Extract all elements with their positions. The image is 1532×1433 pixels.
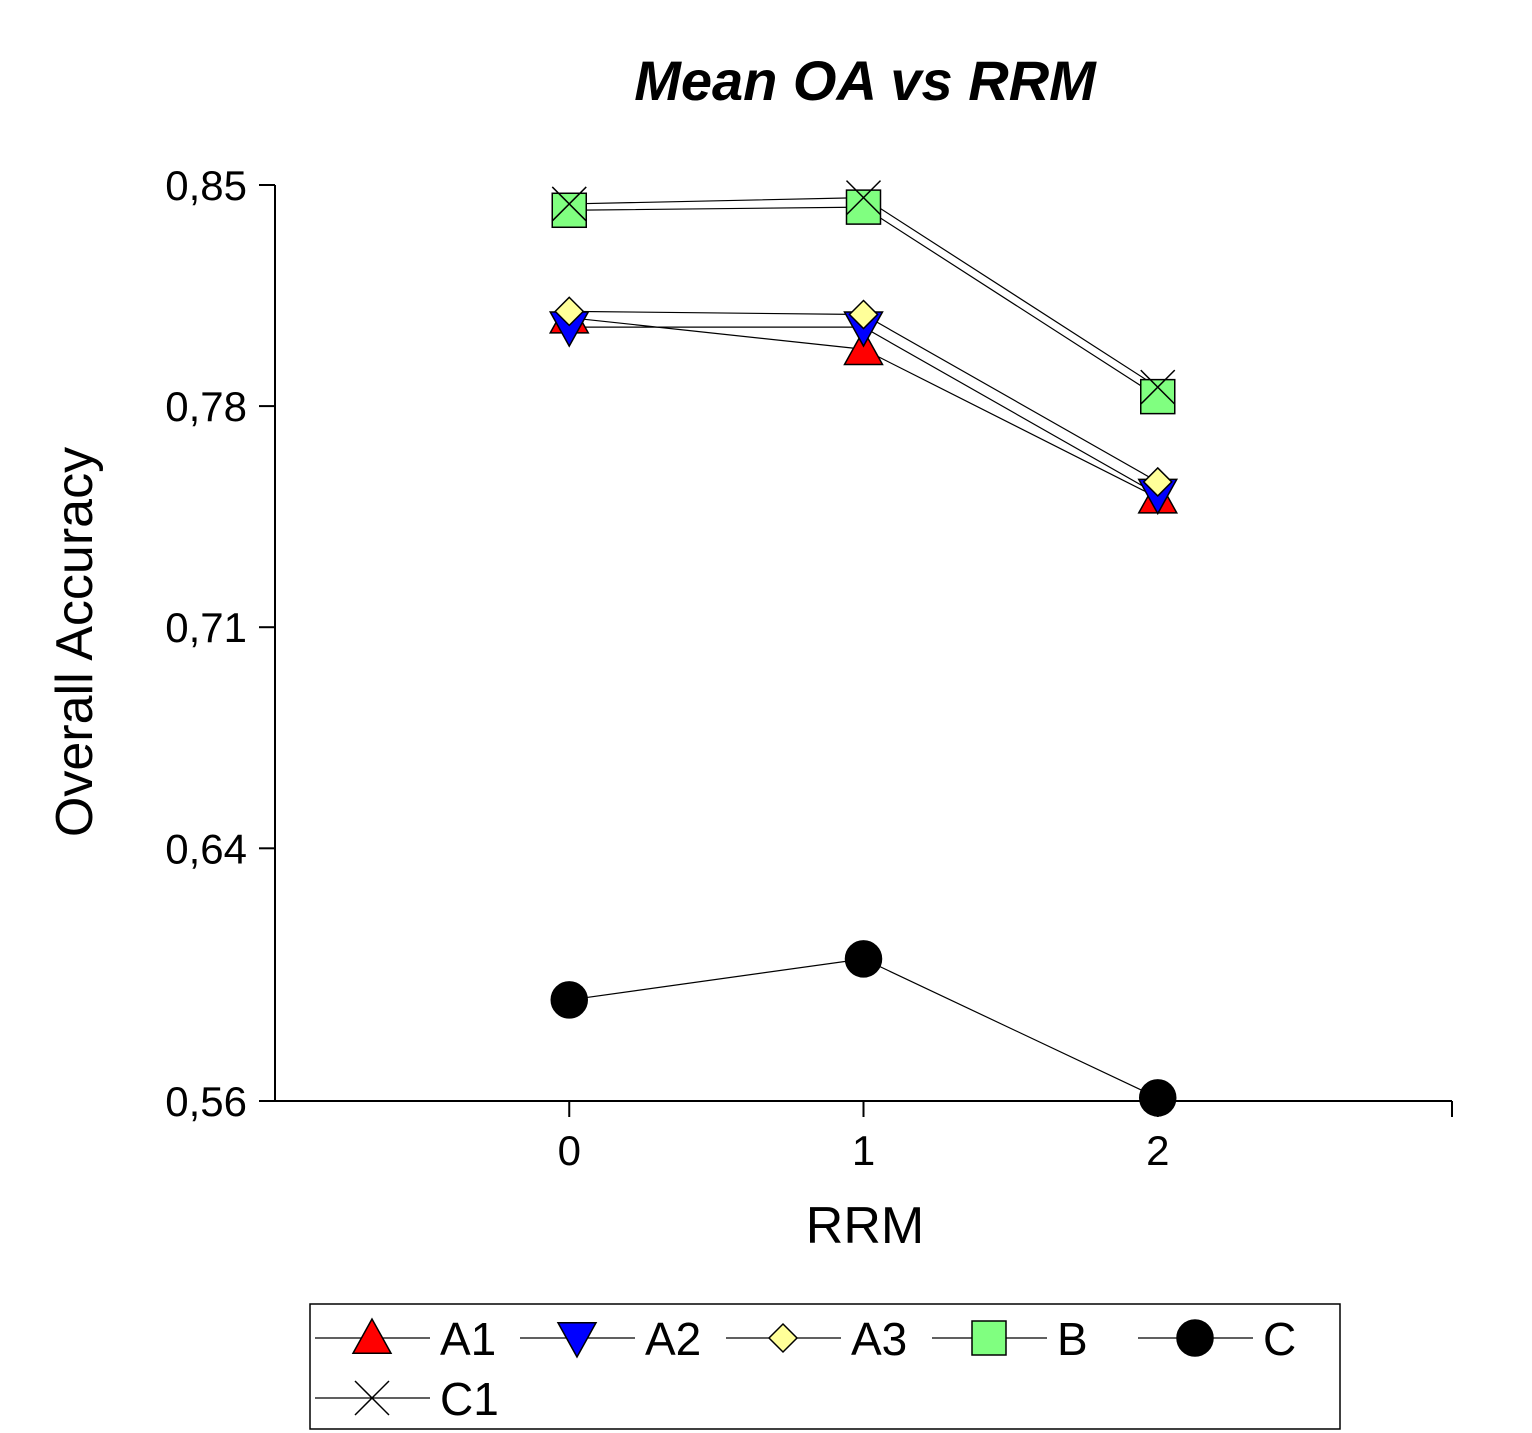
x-tick-label: 1 <box>852 1127 875 1174</box>
data-point-a3 <box>848 299 879 330</box>
legend-item-a1: A1 <box>315 1313 496 1365</box>
data-point-c1 <box>1140 369 1176 405</box>
data-point-c <box>1139 1079 1177 1117</box>
legend-marker-c <box>1176 1319 1214 1357</box>
legend-box <box>309 1303 1341 1430</box>
legend-item-c1: C1 <box>315 1373 499 1425</box>
legend-label: A3 <box>851 1313 907 1365</box>
legend-item-a3: A3 <box>726 1313 907 1365</box>
y-tick-label: 0,85 <box>165 162 247 209</box>
y-axis-ticks: 0,56 0,64 0,71 0,78 0,85 <box>165 162 275 1125</box>
data-point-b <box>551 192 587 229</box>
data-point-a3 <box>1142 466 1173 497</box>
series-line-c <box>569 958 1159 1099</box>
legend-marker-c1 <box>354 1380 390 1416</box>
y-tick-label: 0,56 <box>165 1078 247 1125</box>
y-tick-label: 0,78 <box>165 383 247 430</box>
y-tick-label: 0,71 <box>165 604 247 651</box>
legend-item-c: C <box>1138 1313 1296 1365</box>
legend-marker-a2 <box>556 1322 598 1359</box>
data-point-c1 <box>845 180 882 216</box>
legend-marker-a3 <box>767 1322 799 1354</box>
y-tick-label: 0,64 <box>165 825 247 872</box>
series-markers <box>548 180 1179 1117</box>
legend-marker-b <box>971 1320 1007 1356</box>
data-point-b <box>845 189 882 225</box>
data-point-c1 <box>551 186 587 222</box>
legend-label: A1 <box>440 1313 496 1365</box>
chart-title: Mean OA vs RRM <box>634 49 1097 112</box>
legend-item-b: B <box>932 1313 1088 1365</box>
legend-item-a2: A2 <box>520 1313 701 1365</box>
legend-label: C <box>1263 1313 1296 1365</box>
legend-label: A2 <box>645 1313 701 1365</box>
legend-label: C1 <box>440 1373 499 1425</box>
data-point-b <box>1140 378 1176 415</box>
x-axis-label: RRM <box>806 1197 924 1255</box>
data-point-c <box>550 981 588 1019</box>
x-tick-label: 2 <box>1146 1127 1169 1174</box>
legend-label: B <box>1057 1313 1088 1365</box>
legend: A1 A2 A3 B C C1 <box>309 1303 1341 1430</box>
series-layer <box>548 180 1179 1117</box>
y-axis-label: Overall Accuracy <box>46 447 104 837</box>
legend-marker-a1 <box>351 1317 393 1354</box>
data-point-c <box>844 940 883 978</box>
x-tick-label: 0 <box>558 1127 581 1174</box>
x-axis-ticks: 0 1 2 <box>558 1101 1169 1174</box>
data-point-a3 <box>554 296 585 327</box>
